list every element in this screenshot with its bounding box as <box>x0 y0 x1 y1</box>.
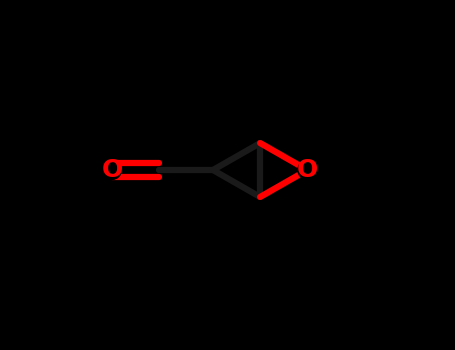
Circle shape <box>298 161 317 180</box>
Circle shape <box>102 161 121 180</box>
Text: O: O <box>297 158 318 182</box>
Text: O: O <box>101 158 122 182</box>
